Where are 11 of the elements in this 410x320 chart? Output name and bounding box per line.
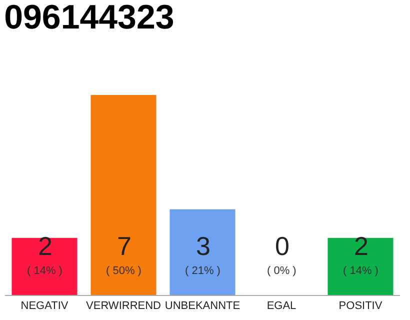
data-label: 7 ( 50% ): [106, 231, 142, 277]
data-label: 3 ( 21% ): [185, 231, 220, 277]
x-tick-label: UNBEKANNTE: [164, 300, 240, 312]
data-label: 0 ( 0% ): [267, 231, 296, 277]
x-tick-label: NEGATIV: [20, 300, 69, 312]
data-label: 2 ( 14% ): [343, 231, 378, 277]
x-tick-label: EGAL: [266, 300, 296, 312]
x-tick-label: POSITIV: [338, 300, 383, 312]
data-label: 2 ( 14% ): [27, 231, 62, 277]
x-tick-label: VERWIRREND: [86, 300, 162, 312]
chart-title: 096144323: [4, 0, 174, 37]
